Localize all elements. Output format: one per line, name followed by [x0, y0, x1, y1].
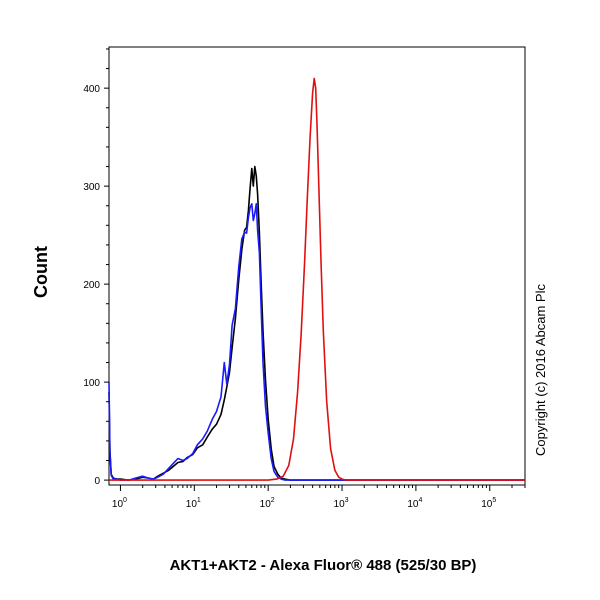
y-axis-title: Count	[31, 246, 51, 298]
y-tick-label-2: 200	[83, 280, 100, 291]
x-axis: 100 101 102 103 104 105	[112, 485, 526, 510]
y-tick-label-4: 400	[83, 84, 100, 95]
x-tick-label-2: 102	[260, 497, 275, 510]
y-tick-label-0: 0	[94, 476, 100, 487]
y-axis: 0 100 200 300 400	[83, 48, 109, 487]
x-tick-label-0: 100	[112, 497, 127, 510]
series-layer	[108, 77, 525, 481]
y-tick-label-1: 100	[83, 378, 100, 389]
copyright-annotation: Copyright (c) 2016 Abcam Plc	[533, 284, 548, 456]
series-line-1	[108, 165, 525, 481]
x-tick-label-1: 101	[186, 497, 201, 510]
plot-frame	[108, 46, 526, 486]
x-axis-title: AKT1+AKT2 - Alexa Fluor® 488 (525/30 BP)	[170, 557, 477, 574]
y-tick-label-3: 300	[83, 182, 100, 193]
x-tick-label-5: 105	[481, 497, 496, 510]
x-tick-label-4: 104	[407, 497, 422, 510]
x-tick-label-3: 103	[334, 497, 349, 510]
series-line-2	[108, 203, 525, 481]
series-line-3	[109, 77, 525, 481]
